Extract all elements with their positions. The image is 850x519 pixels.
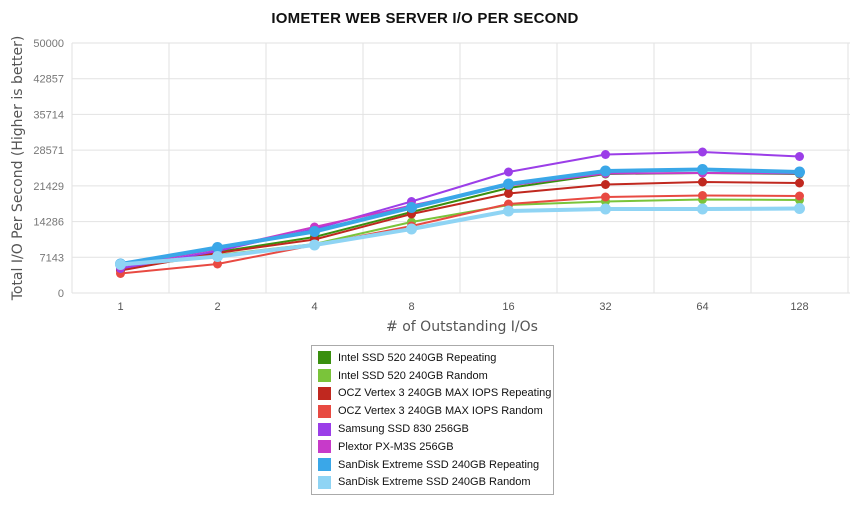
data-point[interactable] (697, 203, 708, 215)
y-axis-ticks: 0 7143 14286 21429 28571 35714 42857 50000 (33, 38, 64, 300)
legend-item[interactable]: Samsung SSD 830 256GB (312, 420, 553, 438)
data-point[interactable] (406, 202, 417, 213)
y-tick-label: 42857 (33, 74, 64, 86)
legend-item[interactable]: OCZ Vertex 3 240GB MAX IOPS Repeating (312, 385, 553, 403)
legend-swatch (318, 404, 331, 418)
x-tick-label: 2 (214, 301, 220, 313)
x-tick-label: 16 (502, 301, 514, 313)
data-point[interactable] (794, 203, 805, 214)
x-tick-label: 32 (599, 301, 611, 313)
series-ocz-vertex-3-240gb-max-iops-random (116, 191, 804, 278)
legend: Intel SSD 520 240GB Repeating Intel SSD 5… (311, 345, 554, 495)
series-lines (115, 147, 805, 278)
data-point[interactable] (309, 239, 320, 251)
legend-item[interactable]: SanDisk Extreme SSD 240GB Random (312, 474, 553, 492)
line-chart: 0 7143 14286 21429 28571 35714 42857 50000 1 2 4 8… (10, 36, 850, 335)
data-point[interactable] (601, 180, 610, 189)
data-point[interactable] (794, 166, 805, 178)
legend-item[interactable]: Intel SSD 520 240GB Repeating (312, 349, 553, 367)
legend-label: SanDisk Extreme SSD 240GB Repeating (338, 458, 540, 471)
data-point[interactable] (212, 242, 223, 253)
data-point[interactable] (212, 251, 223, 262)
x-axis-label: # of Outstanding I/Os (386, 319, 538, 335)
data-point[interactable] (504, 189, 513, 198)
x-tick-label: 8 (408, 301, 414, 313)
data-point[interactable] (698, 191, 707, 200)
data-point[interactable] (406, 223, 417, 235)
legend-item[interactable]: Intel SSD 520 240GB Random (312, 367, 553, 385)
data-point[interactable] (795, 152, 804, 161)
legend-item[interactable]: OCZ Vertex 3 240GB MAX IOPS Random (312, 402, 553, 420)
series-line (119, 181, 801, 272)
series-line (118, 206, 802, 267)
x-axis-ticks: 1 2 4 8 16 32 64 128 (117, 301, 808, 313)
y-tick-label: 14286 (33, 217, 64, 229)
series-line (119, 151, 801, 270)
x-tick-label: 64 (696, 301, 708, 313)
y-tick-label: 7143 (40, 252, 64, 264)
x-tick-label: 1 (117, 301, 123, 313)
data-point[interactable] (115, 259, 126, 270)
legend-label: SanDisk Extreme SSD 240GB Random (338, 476, 531, 489)
data-point[interactable] (698, 177, 707, 187)
series-line (119, 194, 801, 275)
y-tick-label: 50000 (33, 38, 64, 50)
legend-label: Intel SSD 520 240GB Random (338, 369, 488, 382)
legend-label: OCZ Vertex 3 240GB MAX IOPS Repeating (338, 387, 552, 400)
chart-title: IOMETER WEB SERVER I/O PER SECOND (271, 10, 579, 27)
data-point[interactable] (795, 191, 804, 201)
legend-swatch (318, 475, 331, 489)
data-point[interactable] (698, 147, 707, 157)
legend-label: Samsung SSD 830 256GB (338, 423, 469, 436)
data-point[interactable] (697, 164, 708, 175)
data-point[interactable] (309, 226, 320, 237)
data-point[interactable] (600, 203, 611, 215)
legend-label: Plextor PX-M3S 256GB (338, 440, 454, 453)
series-sandisk-extreme-ssd-240gb-random (115, 203, 805, 270)
series-sandisk-extreme-ssd-240gb-repeating (115, 164, 805, 270)
legend-swatch (318, 458, 331, 472)
data-point[interactable] (600, 165, 611, 177)
y-tick-label: 35714 (33, 109, 64, 121)
data-point[interactable] (503, 178, 514, 190)
series-line (118, 167, 802, 266)
y-axis-label: Total I/O Per Second (Higher is better) (10, 36, 26, 302)
data-point[interactable] (503, 205, 514, 217)
legend-swatch (318, 386, 331, 400)
legend-swatch (318, 422, 331, 436)
data-point[interactable] (601, 192, 610, 202)
legend-swatch (318, 440, 331, 454)
data-point[interactable] (601, 150, 610, 159)
legend-label: OCZ Vertex 3 240GB MAX IOPS Random (338, 405, 543, 418)
y-tick-label: 28571 (33, 145, 64, 157)
data-point[interactable] (795, 178, 804, 188)
legend-swatch (318, 369, 331, 383)
legend-item[interactable]: SanDisk Extreme SSD 240GB Repeating (312, 456, 553, 474)
y-tick-label: 21429 (33, 181, 64, 193)
legend-item[interactable]: Plextor PX-M3S 256GB (312, 438, 553, 456)
data-point[interactable] (504, 167, 513, 177)
x-tick-label: 128 (790, 301, 808, 313)
x-tick-label: 4 (311, 301, 317, 313)
y-tick-label: 0 (58, 288, 64, 300)
legend-swatch (318, 351, 331, 365)
legend-label: Intel SSD 520 240GB Repeating (338, 351, 497, 364)
data-point[interactable] (213, 259, 222, 269)
